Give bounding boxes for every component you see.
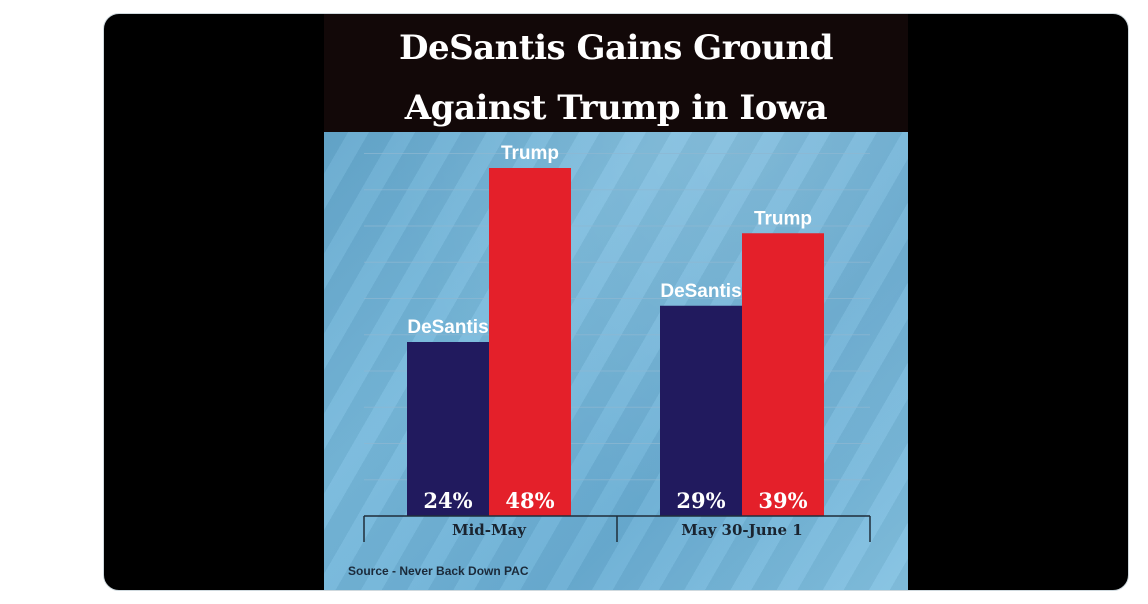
bar-value-label: 24% — [423, 488, 472, 513]
bar-trump-2 — [742, 233, 824, 516]
tweet-media-card[interactable]: DeSantis Gains Ground Against Trump in I… — [103, 13, 1129, 591]
bar-desantis-2 — [660, 305, 742, 516]
x-tick-label: May 30-June 1 — [681, 521, 802, 539]
bar-desantis-1 — [407, 342, 489, 516]
bar-series-label: DeSantis — [660, 281, 741, 302]
bar-series-label: Trump — [501, 143, 559, 164]
chart-title: DeSantis Gains Ground Against Trump in I… — [398, 28, 834, 128]
source-note: Source - Never Back Down PAC — [348, 564, 529, 578]
x-tick-label: Mid-May — [452, 521, 527, 539]
chart-graphic: DeSantis Gains Ground Against Trump in I… — [324, 14, 908, 590]
bar-chart: DeSantis 24% DeSantis 29% Trump 48% Trump 39% Mi… — [363, 143, 871, 542]
title-band — [324, 14, 908, 132]
bar-value-label: 48% — [505, 488, 554, 513]
bar-series-label: DeSantis — [407, 317, 488, 338]
bar-value-label: 29% — [676, 488, 725, 513]
bar-trump-1 — [489, 168, 571, 516]
bar-series-label: Trump — [754, 208, 812, 229]
bar-value-label: 39% — [758, 488, 807, 513]
